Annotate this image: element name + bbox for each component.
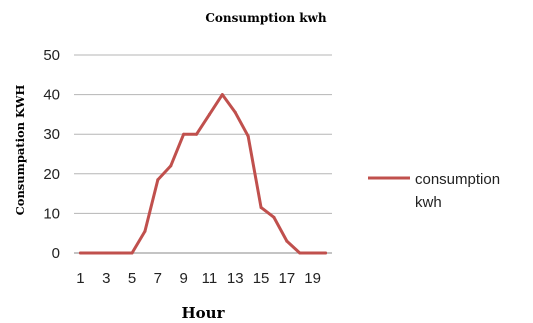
legend: consumption kwh: [368, 171, 500, 211]
y-tick-label: 30: [43, 126, 60, 143]
x-tick-label: 5: [128, 270, 136, 287]
data-point: [285, 239, 289, 243]
data-point: [259, 205, 263, 209]
x-tick-label: 19: [304, 270, 321, 287]
data-point: [117, 251, 121, 255]
data-point: [220, 93, 224, 97]
data-point: [311, 251, 315, 255]
gridlines: [74, 54, 332, 214]
data-point: [272, 215, 276, 219]
data-point: [298, 251, 302, 255]
data-point: [104, 251, 108, 255]
data-point: [91, 251, 95, 255]
y-tick-label: 10: [43, 205, 60, 222]
y-tick-label: 40: [43, 87, 60, 104]
data-point: [130, 251, 134, 255]
data-point: [246, 134, 250, 138]
chart-title: Consumption kwh: [205, 11, 327, 25]
data-point: [156, 178, 160, 182]
y-tick-label: 20: [43, 166, 60, 183]
data-point: [78, 251, 82, 255]
x-tick-label: 9: [179, 270, 187, 287]
x-tick-labels: 1 3 5 7 9 11 13 15 17 19: [76, 270, 321, 287]
data-point: [182, 132, 186, 136]
data-point: [324, 251, 328, 255]
y-tick-label: 50: [43, 47, 60, 64]
x-tick-label: 3: [102, 270, 110, 287]
data-point: [207, 112, 211, 116]
legend-label-line2: kwh: [415, 194, 442, 211]
legend-label-line1: consumption: [415, 171, 500, 188]
x-axis-label: Hour: [182, 304, 226, 322]
x-tick-label: 17: [279, 270, 296, 287]
y-tick-label: 0: [52, 245, 60, 262]
x-tick-label: 11: [202, 270, 218, 287]
y-tick-labels: 0 10 20 30 40 50: [43, 47, 60, 262]
data-point: [233, 110, 237, 114]
data-point: [195, 132, 199, 136]
x-tick-label: 15: [253, 270, 270, 287]
x-tick-label: 13: [227, 270, 244, 287]
series-group: [78, 93, 328, 255]
data-point: [143, 229, 147, 233]
series-line: [78, 93, 328, 255]
y-axis-label: Consumpation KWH: [13, 84, 27, 215]
x-tick-label: 1: [76, 270, 84, 287]
x-tick-label: 7: [154, 270, 162, 287]
data-point: [169, 164, 173, 168]
